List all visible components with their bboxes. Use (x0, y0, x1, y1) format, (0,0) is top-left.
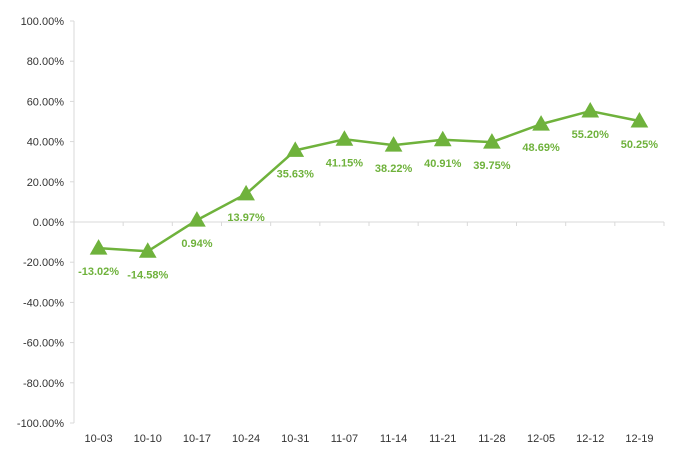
x-tick-label: 10-03 (85, 433, 113, 445)
y-tick-label: 80.00% (27, 56, 65, 68)
data-point-marker (89, 239, 108, 255)
x-tick-label: 10-24 (232, 433, 260, 445)
data-label: 13.97% (227, 212, 265, 224)
data-point-marker (384, 136, 403, 152)
data-point-marker (483, 133, 501, 149)
data-label: -13.02% (78, 266, 119, 278)
y-tick-label: -100.00% (17, 418, 64, 430)
data-point-marker (532, 115, 550, 131)
y-tick-label: 100.00% (21, 16, 65, 28)
data-label: 55.20% (572, 129, 610, 141)
x-tick-label: 12-12 (576, 433, 604, 445)
data-label: 38.22% (375, 163, 413, 175)
y-axis: 100.00% 80.00% 60.00% 40.00% 20.00% 0.00% -20.… (17, 16, 75, 430)
x-tick-label: 10-31 (281, 433, 309, 445)
x-tick-label: 11-21 (429, 433, 456, 445)
y-tick-label: -80.00% (23, 378, 64, 390)
x-tick-label: 10-10 (134, 433, 162, 445)
data-point-marker (138, 242, 157, 258)
data-label: 41.15% (326, 157, 364, 169)
data-label: 40.91% (424, 158, 462, 170)
y-tick-label: 60.00% (27, 96, 65, 108)
data-labels: -13.02% -14.58% 0.94% 13.97% 35.63% 41.15% 38.… (78, 129, 658, 281)
x-tick-label: 10-17 (183, 433, 211, 445)
data-label: 50.25% (621, 139, 659, 151)
y-tick-label: 0.00% (33, 217, 64, 229)
y-tick-label: -40.00% (23, 297, 64, 309)
y-tick-label: 40.00% (27, 137, 65, 149)
data-point-marker (581, 102, 600, 118)
data-point-marker (188, 211, 206, 227)
data-label: 35.63% (277, 168, 315, 180)
series-line (98, 109, 640, 253)
x-axis: 10-03 10-10 10-17 10-24 10-31 11-07 11-14 11-21… (73, 221, 665, 445)
data-point-marker (433, 130, 452, 147)
data-point-marker (630, 111, 649, 128)
x-tick-label: 11-07 (331, 433, 358, 445)
data-point-marker (286, 141, 305, 157)
x-tick-label: 11-14 (380, 433, 407, 445)
y-tick-label: -60.00% (23, 338, 64, 350)
data-point-marker (335, 130, 354, 146)
y-tick-label: 20.00% (27, 177, 65, 189)
y-tick-label: -20.00% (23, 257, 64, 269)
data-label: 39.75% (473, 160, 511, 172)
series-growth (89, 102, 649, 258)
data-label: 0.94% (181, 238, 212, 250)
data-label: -14.58% (127, 269, 168, 281)
x-tick-label: 11-28 (478, 433, 505, 445)
data-label: 48.69% (522, 142, 560, 154)
x-tick-label: 12-05 (527, 433, 555, 445)
data-point-marker (237, 184, 255, 201)
x-tick-label: 12-19 (625, 433, 653, 445)
